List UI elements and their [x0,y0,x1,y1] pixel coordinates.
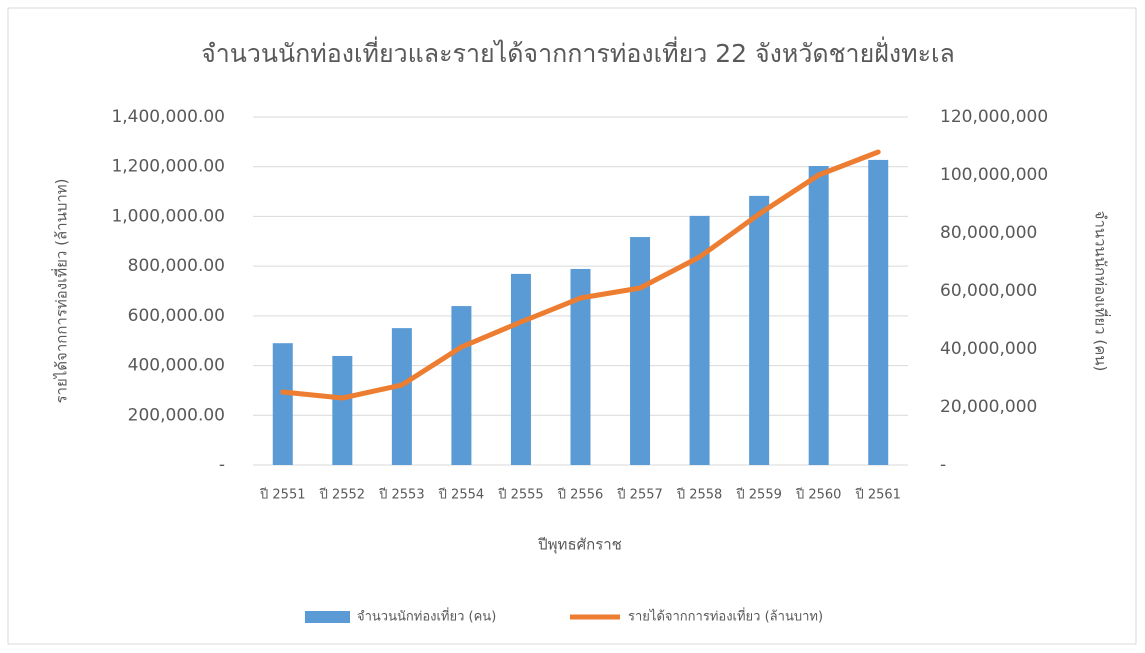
y2-tick-label: 120,000,000 [940,107,1048,127]
line [280,149,881,401]
bar [510,273,531,465]
y-tick-label: 800,000.00 [128,256,225,276]
x-tick-label: ปี 2557 [616,487,662,503]
y2-tick-label: 20,000,000 [940,397,1037,417]
x-tick-label: ปี 2559 [735,487,781,503]
x-tick-label: ปี 2561 [854,487,900,503]
bar [868,159,889,466]
y2-axis-title: จำนวนนักท่องเที่ยว (คน) [1092,211,1112,372]
y-tick-label: 1,400,000.00 [111,107,225,127]
y2-tick-label: 80,000,000 [940,223,1037,243]
x-tick-label: ปี 2560 [795,487,841,503]
x-tick-label: ปี 2552 [319,487,365,503]
bar [391,328,412,465]
y2-tick-label: 40,000,000 [940,339,1037,359]
y-axis-title: รายได้จากการท่องเที่ยว (ล้านบาท) [51,178,71,403]
y-tick-label: - [219,455,225,475]
y-tick-label: 400,000.00 [128,356,225,376]
legend-swatch [305,611,350,623]
y2-tick-label: 60,000,000 [940,281,1037,301]
legend-label: จำนวนนักท่องเที่ยว (คน) [357,608,496,625]
bar [630,237,651,465]
y-tick-label: 1,000,000.00 [111,206,225,226]
y-tick-label: 200,000.00 [128,405,225,425]
y2-tick-label: 100,000,000 [940,165,1048,185]
bar [451,306,472,465]
x-tick-label: ปี 2555 [497,487,543,503]
bar [332,355,353,465]
x-tick-label: ปี 2556 [557,487,603,503]
bar [272,343,293,465]
x-tick-label: ปี 2553 [378,487,424,503]
bar [749,195,770,465]
bar [689,215,710,465]
x-tick-label: ปี 2551 [259,487,305,503]
bar [808,166,829,465]
bar [570,268,591,465]
x-axis-title: ปีพุทธศักราช [537,536,622,555]
x-tick-label: ปี 2554 [438,487,484,503]
chart-title: จำนวนนักท่องเที่ยวและรายได้จากการท่องเที… [201,36,955,68]
x-tick-label: ปี 2558 [676,487,722,503]
y-tick-label: 1,200,000.00 [111,157,225,177]
legend-label: รายได้จากการท่องเที่ยว (ล้านบาท) [628,608,823,625]
y-tick-label: 600,000.00 [128,306,225,326]
y2-tick-label: - [940,455,946,475]
